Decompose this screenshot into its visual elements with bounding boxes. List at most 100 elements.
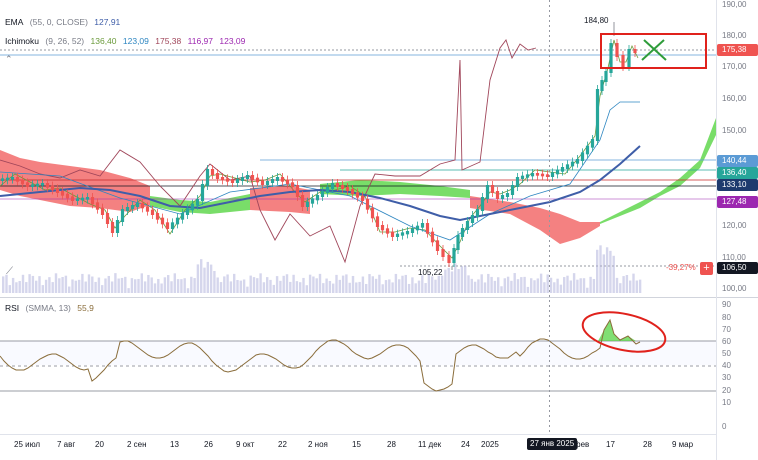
candle-body [275,177,280,181]
candle-body [375,216,380,227]
volume-bar [576,279,579,293]
price-tag-tenkan[interactable]: 140,44 [717,155,758,167]
volume-bar [279,280,282,293]
volume-bar [407,283,411,293]
volume-bar [500,286,503,293]
volume-bar [609,250,612,293]
volume-bar [302,277,305,293]
candle-body [609,43,613,73]
candle-body [65,193,70,199]
candle-body [55,188,60,193]
rsi-tick: 70 [722,325,731,334]
candle-body [350,189,355,195]
volume-bar [87,274,91,293]
volume-bar [440,275,444,293]
volume-bar [434,279,437,293]
candle-body [530,173,535,177]
high-price-label: 184,80 [584,16,609,25]
volume-bar [533,280,536,293]
volume-bar [556,278,559,293]
volume-bar [619,283,622,293]
candle-body [320,191,325,197]
candle-body [465,221,470,230]
price-tag-last[interactable]: 175,38 [717,44,758,56]
candle-body [340,185,345,189]
price-tag-kijun[interactable]: 136,40 [717,167,758,179]
volume-bar [487,273,490,293]
candle-body [300,195,305,207]
scale-icon[interactable]: ⟋ [6,266,13,277]
volume-bar [477,279,480,293]
volume-bar [183,278,186,293]
volume-bar [233,273,236,293]
candle-body [560,167,565,172]
candle-body [80,197,85,201]
rsi-legend[interactable]: RSI (SMMA, 13) 55,9 [5,302,98,314]
price-tick: 180,00 [722,31,747,40]
volume-bar [546,274,549,293]
volume-bar [269,279,272,293]
price-tag-ema[interactable]: 133,10 [717,179,758,191]
time-tick: 7 авг [57,440,76,449]
volume-bar [510,280,513,293]
highlight-ellipse[interactable] [579,306,669,359]
candle-body [85,197,90,200]
volume-bar [460,266,464,293]
time-tick: 22 [278,440,287,449]
volume-bar [209,264,213,293]
volume-bar [51,282,54,293]
volume-bar [404,274,407,293]
ichimoku-legend[interactable]: Ichimoku (9, 26, 52) 136,40 123,09 175,3… [5,35,249,47]
rsi-legend-value: 55,9 [77,303,94,313]
change-percent-label: -39,27% [666,263,696,272]
ema-legend[interactable]: EMA (55, 0, CLOSE) 127,91 [5,16,124,28]
volume-bar [563,277,566,293]
volume-bar [266,277,269,293]
candle-body [385,228,390,234]
ichimoku-cloud-red-left [0,150,150,212]
volume-bar [612,255,615,293]
candle-body [535,173,540,176]
crosshair-date-label: 27 янв 2025 [527,438,578,450]
candle-body [295,185,300,197]
candle-body [285,179,290,185]
candle-body [545,174,550,177]
candle-body [550,172,555,177]
volume-bar [483,282,487,293]
volume-bar [625,275,629,293]
collapse-chevron-icon[interactable]: ⌃ [5,54,13,64]
volume-bar [457,269,460,293]
volume-bar [444,269,447,293]
rsi-tick: 0 [722,422,727,431]
highlight-box[interactable] [600,33,707,69]
volume-bar [427,273,431,293]
price-tag-low[interactable]: 106,50 [717,262,758,274]
time-tick: 28 [387,440,396,449]
candle-body [215,173,220,179]
candle-body [30,184,35,187]
time-tick: 2 сен [127,440,147,449]
volume-bar [318,273,322,293]
volume-bar [31,275,35,293]
volume-bar [559,284,563,293]
candle-body [45,183,50,188]
volume-bar [602,254,605,293]
time-tick: 25 июл [14,440,41,449]
add-alert-button[interactable]: + [700,262,713,275]
price-tag-span[interactable]: 127,48 [717,196,758,208]
volume-bar [44,279,48,293]
volume-bar [493,280,497,293]
volume-bar [572,273,576,293]
volume-bar [18,280,21,293]
volume-bar [107,275,110,293]
volume-bar [437,275,440,293]
volume-bar [21,274,25,293]
candle-body [140,203,145,209]
candle-body [390,231,395,237]
cross-mark-icon[interactable] [641,39,667,61]
volume-bar [549,277,553,293]
volume-bar [275,276,279,293]
volume-bar [299,282,302,293]
volume-bar [592,278,596,293]
